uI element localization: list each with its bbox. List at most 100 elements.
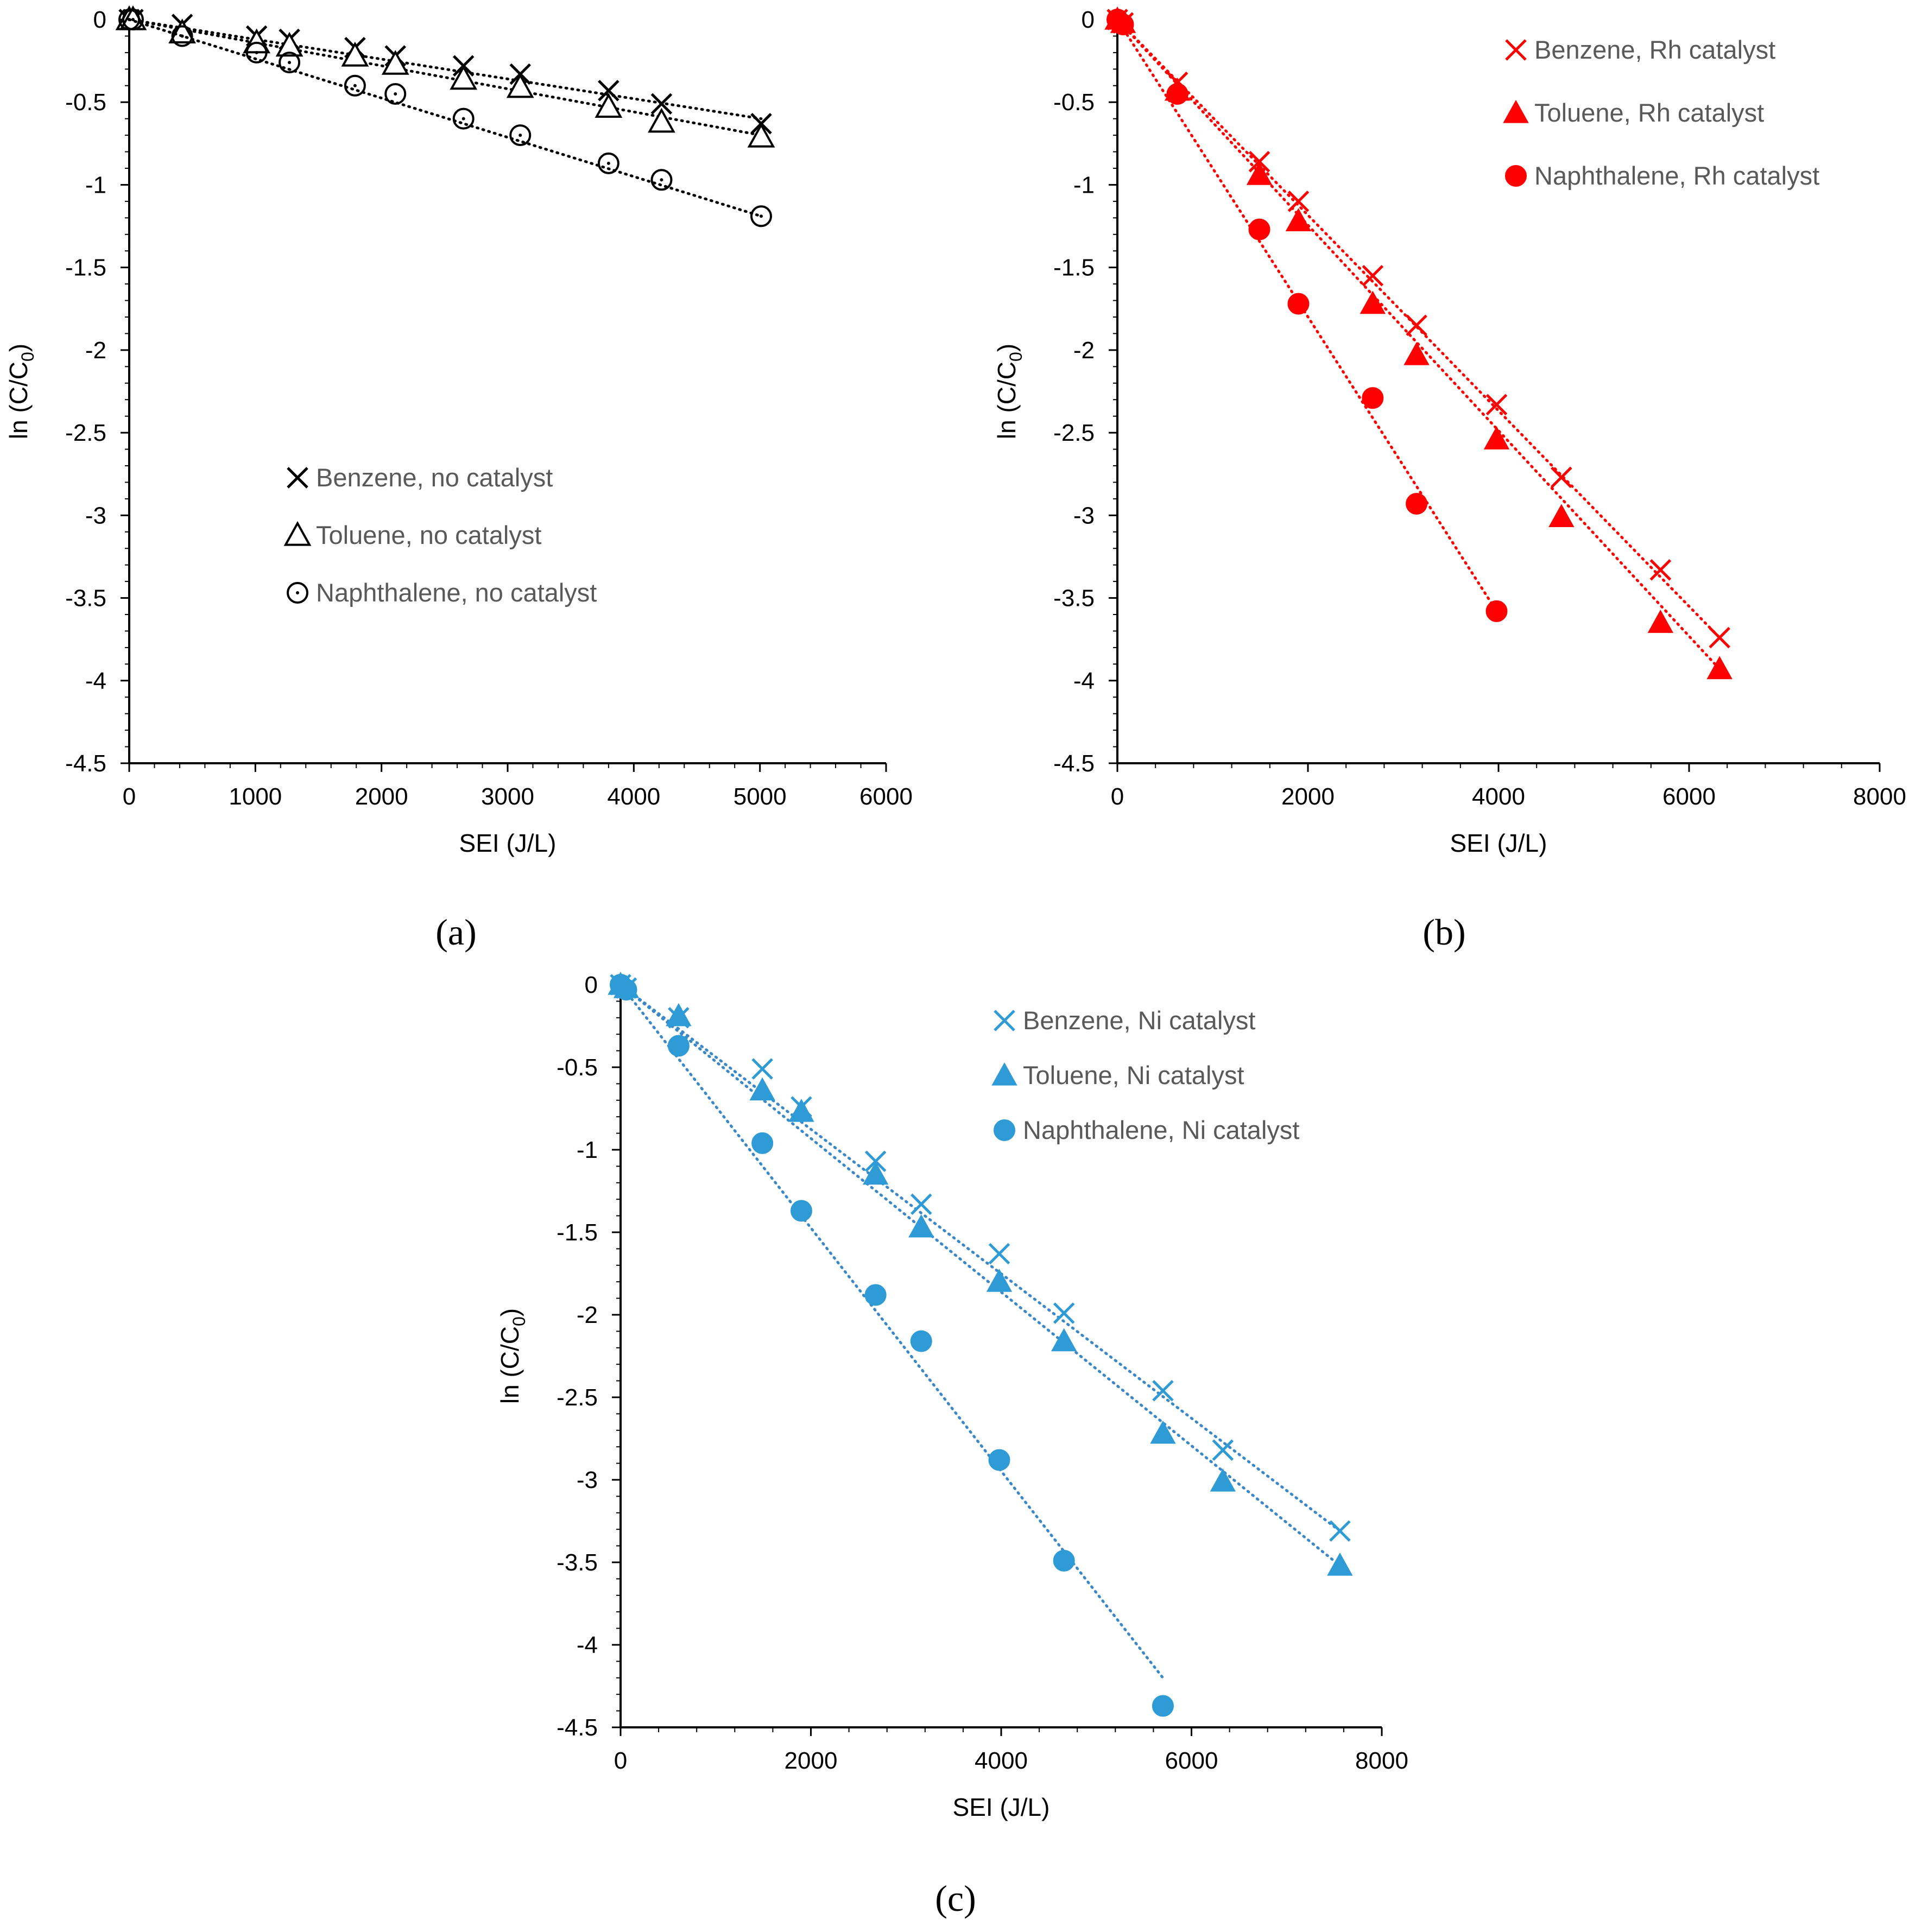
series-naphthalene <box>1107 9 1508 622</box>
x-tick-label: 1000 <box>229 783 282 810</box>
data-point-naphthalene <box>344 74 366 97</box>
data-point-naphthalene <box>279 52 301 74</box>
chart-panel-c: 0 -0.5 -1 -1.5 -2 -2.5 -3 -3.5 -4 -4.5 0 2000 4000 60… <box>496 971 1408 1821</box>
legend-label-toluene: Toluene, no catalyst <box>316 521 541 549</box>
x-tick-label: 5000 <box>734 783 787 810</box>
data-point-naphthalene-center-dot <box>759 214 763 218</box>
x-tick-label: 4000 <box>1472 783 1525 810</box>
series-benzene <box>118 9 772 135</box>
y-tick-label: -3.5 <box>1053 585 1095 612</box>
data-point-toluene <box>862 1161 889 1185</box>
y-tick-label: -3.5 <box>65 585 106 612</box>
data-point-benzene-stroke-2 <box>988 1243 1010 1265</box>
data-point-naphthalene-center-dot <box>255 50 258 54</box>
data-point-naphthalene-center-dot <box>180 34 184 38</box>
data-point-naphthalene-center-dot <box>606 161 610 165</box>
y-tick-label: -2.5 <box>1053 420 1095 446</box>
data-point-toluene <box>1403 341 1430 365</box>
legend-label-naphthalene: Naphthalene, Rh catalyst <box>1534 161 1819 190</box>
data-point-naphthalene <box>751 1132 774 1154</box>
legend-label-toluene: Toluene, Rh catalyst <box>1534 98 1764 127</box>
y-tick-label: -1.5 <box>1053 255 1095 281</box>
legend-label-toluene: Toluene, Ni catalyst <box>1023 1061 1244 1089</box>
data-point-benzene <box>650 93 673 115</box>
data-point-toluene <box>1483 426 1510 449</box>
data-point-toluene <box>648 107 675 133</box>
chart-panel-b: 0 -0.5 -1 -1.5 -2 -2.5 -3 -3.5 -4 -4.5 0 2000 4000 60… <box>992 6 1906 857</box>
data-point-toluene <box>1548 504 1575 527</box>
data-point-toluene <box>1327 1553 1353 1576</box>
x-axis-title: SEI (J/L) <box>459 829 557 857</box>
data-point-benzene <box>751 1058 773 1080</box>
series-toluene <box>115 5 775 148</box>
series-benzene <box>610 974 1351 1542</box>
data-point-toluene <box>1150 1420 1176 1444</box>
legend-label-benzene: Benzene, no catalyst <box>316 463 553 492</box>
data-point-benzene-stroke-2 <box>1551 466 1572 489</box>
data-point-benzene <box>1152 1380 1174 1402</box>
legend-marker-benzene-stroke-2 <box>287 467 308 489</box>
x-tick-label: 0 <box>614 1747 627 1774</box>
x-tick-label: 2000 <box>355 783 408 810</box>
data-point-benzene-stroke-2 <box>650 93 673 115</box>
data-point-benzene <box>1212 1439 1234 1461</box>
y-tick-label: 0 <box>1082 7 1095 33</box>
data-point-benzene <box>1485 394 1508 416</box>
y-axis-title-end: ) <box>992 344 1021 352</box>
legend-marker-benzene <box>1505 39 1527 61</box>
x-tick-label: 2000 <box>1281 783 1335 810</box>
x-tick-label: 8000 <box>1853 783 1906 810</box>
y-axis-title: ln (C/C0) <box>496 1308 529 1404</box>
data-point-toluene <box>1210 1468 1236 1492</box>
data-point-naphthalene <box>750 205 772 227</box>
data-point-benzene <box>911 1193 932 1215</box>
panel-label-b: (b) <box>1422 911 1465 953</box>
trendline-toluene <box>128 18 763 137</box>
legend-marker-naphthalene <box>287 582 308 604</box>
data-point-toluene <box>381 50 409 75</box>
y-axis-title: ln (C/C0) <box>992 344 1026 439</box>
legend-marker-naphthalene-center-dot <box>296 591 299 594</box>
legend-label-benzene: Benzene, Ni catalyst <box>1023 1006 1255 1035</box>
data-point-benzene <box>1406 314 1427 336</box>
x-tick-label: 3000 <box>481 783 534 810</box>
data-point-toluene <box>747 123 775 148</box>
data-point-toluene <box>275 31 304 57</box>
data-point-naphthalene <box>790 1200 812 1222</box>
data-point-benzene <box>1362 265 1384 287</box>
legend-marker-naphthalene <box>994 1119 1015 1141</box>
data-point-toluene <box>1360 290 1386 314</box>
chart-panel-a: 0 -0.5 -1 -1.5 -2 -2.5 -3 -3.5 -4 -4.5 0 1000 2000 30… <box>4 5 913 857</box>
y-tick-label: -2 <box>1073 337 1095 364</box>
y-axis-title-main: ln (C/C <box>496 1326 524 1404</box>
x-tick-label: 8000 <box>1355 1747 1408 1774</box>
y-tick-label: -4.5 <box>65 750 106 777</box>
y-tick-label: -3 <box>85 502 106 529</box>
x-tick-label: 2000 <box>785 1747 838 1774</box>
legend-marker-benzene-stroke-2 <box>1505 39 1527 61</box>
legend-marker-benzene <box>287 467 308 489</box>
data-point-benzene-stroke-2 <box>911 1193 932 1215</box>
y-axis-title-main: ln (C/C <box>992 362 1021 439</box>
data-point-benzene-stroke-2 <box>1406 314 1427 336</box>
data-point-toluene <box>1246 162 1273 185</box>
data-point-naphthalene <box>1152 1695 1174 1717</box>
data-point-benzene-stroke-2 <box>1329 1520 1351 1542</box>
data-point-naphthalene-center-dot <box>461 117 465 121</box>
data-point-toluene <box>666 1003 692 1027</box>
y-axis-title-end: ) <box>4 344 33 352</box>
y-tick-label: -3.5 <box>557 1549 598 1576</box>
data-point-benzene <box>988 1243 1010 1265</box>
data-point-naphthalene <box>910 1330 932 1352</box>
y-tick-label: -4 <box>577 1632 598 1658</box>
data-point-naphthalene <box>452 107 475 130</box>
legend-marker-naphthalene <box>1505 165 1527 187</box>
data-point-naphthalene <box>615 979 637 1001</box>
y-tick-label: -2 <box>577 1302 598 1328</box>
data-point-naphthalene <box>650 169 673 191</box>
data-point-naphthalene <box>171 25 193 47</box>
y-tick-label: -2 <box>85 337 106 364</box>
data-point-naphthalene-center-dot <box>128 18 131 21</box>
data-point-naphthalene-center-dot <box>660 178 663 182</box>
